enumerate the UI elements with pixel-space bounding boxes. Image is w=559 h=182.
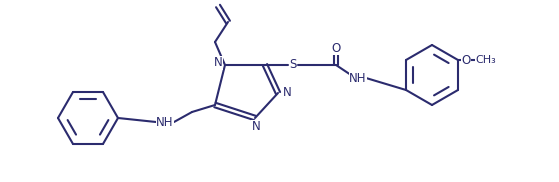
Text: N: N [214,56,222,70]
Text: NH: NH [157,116,174,128]
Text: N: N [252,120,260,134]
Text: CH₃: CH₃ [476,55,496,65]
Text: O: O [461,54,471,66]
Text: S: S [290,58,297,72]
Text: O: O [331,41,340,54]
Text: NH: NH [349,72,367,84]
Text: N: N [283,86,291,100]
